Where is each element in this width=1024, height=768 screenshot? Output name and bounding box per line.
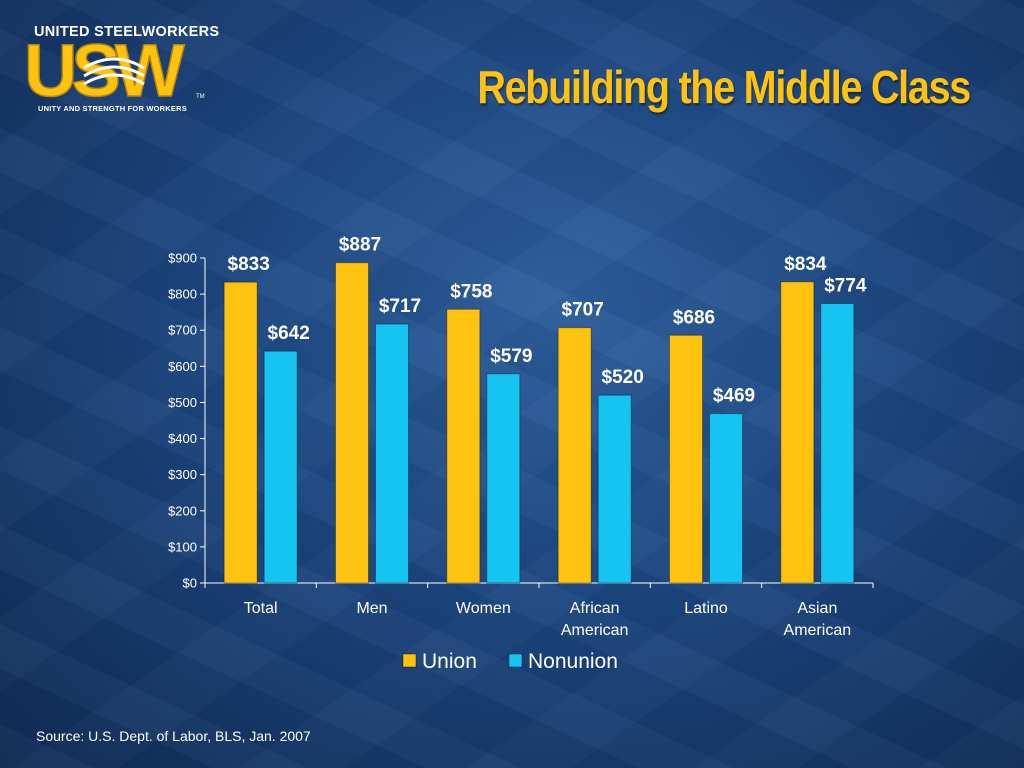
data-label: $717	[379, 296, 421, 317]
legend-label-union: Union	[422, 650, 477, 673]
y-tick-label: $400	[168, 431, 197, 446]
logo-bottom-text: UNITY AND STRENGTH FOR WORKERS	[38, 104, 187, 113]
x-tick-label: Latino	[684, 600, 728, 617]
y-tick-label: $600	[168, 359, 197, 374]
logo-top-text: UNITED STEELWORKERS	[34, 24, 220, 40]
bar-nonunion	[375, 323, 409, 584]
legend-swatch-union	[402, 653, 417, 668]
data-label: $834	[784, 254, 827, 275]
data-label: $758	[450, 281, 492, 302]
y-tick-label: $900	[168, 251, 197, 266]
bar-union	[557, 327, 592, 584]
y-tick-label: $100	[168, 539, 197, 554]
data-label: $774	[824, 276, 867, 297]
x-tick-label: Women	[456, 600, 511, 617]
slide-title: Rebuilding the Middle Class	[477, 61, 971, 113]
bar-nonunion	[709, 413, 743, 584]
y-tick-label: $700	[168, 323, 197, 338]
bar-union	[446, 308, 481, 584]
y-tick-label: $0	[183, 576, 197, 591]
data-label: $686	[673, 307, 715, 328]
bar-union	[780, 281, 815, 584]
y-tick-label: $500	[168, 395, 197, 410]
x-tick-label: African	[570, 600, 620, 617]
data-label: $887	[339, 235, 381, 256]
chart-bars	[223, 262, 855, 584]
chart-legend: Union Nonunion	[402, 650, 618, 673]
logo-letters-text: USW	[24, 38, 185, 100]
logo-swoosh-icon	[83, 57, 145, 86]
data-label: $520	[602, 367, 644, 388]
bar-nonunion	[597, 394, 632, 584]
source-note: Source: U.S. Dept. of Labor, BLS, Jan. 2…	[36, 728, 311, 744]
logo-trademark: TM	[196, 94, 205, 100]
logo-letters: USW TM	[24, 38, 205, 100]
data-label: $469	[713, 386, 755, 407]
bar-nonunion	[820, 303, 855, 584]
legend-label-nonunion: Nonunion	[528, 650, 618, 673]
data-label: $579	[490, 346, 532, 367]
x-tick-label: American	[784, 622, 852, 639]
x-tick-label: Asian	[797, 600, 837, 617]
bar-union	[669, 334, 703, 584]
y-tick-label: $800	[168, 287, 197, 302]
bar-union	[223, 281, 258, 584]
bar-nonunion	[486, 373, 521, 584]
y-tick-label: $300	[168, 467, 197, 482]
data-label: $707	[562, 300, 604, 321]
x-tick-label: Total	[244, 600, 278, 617]
y-tick-label: $200	[168, 503, 197, 518]
data-label: $833	[228, 254, 270, 275]
chart-axes: $0 $100 $200 $300 $400 $500 $600 $700 $800 $900 To…	[168, 251, 874, 639]
bar-union	[335, 262, 369, 584]
x-tick-label: Men	[356, 600, 387, 617]
chart-data-labels: $833 $887 $758 $707 $686 $834 $642 $717 $579 $520…	[228, 235, 867, 407]
bar-nonunion	[263, 350, 298, 584]
data-label: $642	[268, 323, 310, 344]
legend-swatch-nonunion	[508, 653, 523, 668]
usw-logo: UNITED STEELWORKERS USW TM UNITY AND STR…	[24, 22, 219, 114]
x-tick-label: American	[561, 622, 629, 639]
